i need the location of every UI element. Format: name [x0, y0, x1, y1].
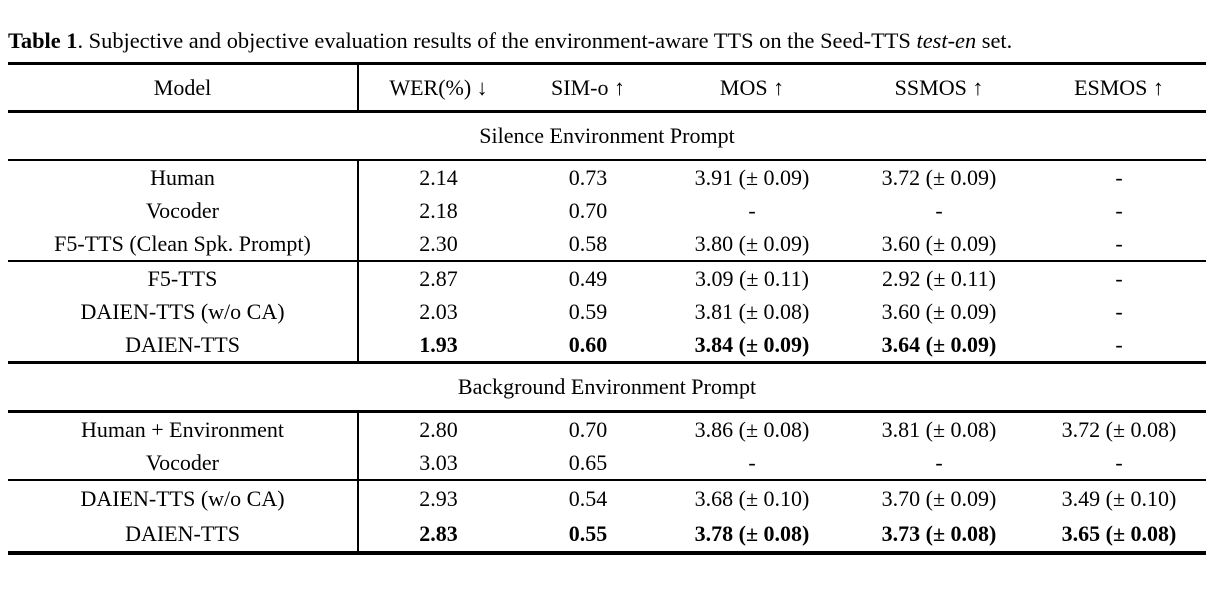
- model-name-cell: DAIEN-TTS (w/o CA): [8, 479, 359, 516]
- table-row-daien-tts-wo-ca: DAIEN-TTS (w/o CA) 2.03 0.59 3.81 (± 0.0…: [8, 295, 1206, 328]
- wer-cell: 2.14: [419, 165, 458, 190]
- table-row-human-environment: Human + Environment 2.80 0.70 3.86 (± 0.…: [8, 411, 1206, 446]
- model-name-cell: DAIEN-TTS: [8, 516, 359, 553]
- table-row-f5tts: F5-TTS 2.87 0.49 3.09 (± 0.11) 2.92 (± 0…: [8, 260, 1206, 295]
- esmos-cell: -: [1032, 260, 1206, 295]
- mos-cell: 3.80 (± 0.09): [694, 231, 810, 256]
- ssmos-cell: 3.81 (± 0.08): [881, 417, 997, 442]
- col-header-wer: WER(%) ↓: [358, 63, 518, 113]
- wer-cell: 2.87: [358, 260, 518, 295]
- mos-cell: -: [748, 450, 756, 475]
- wer-cell: 2.30: [419, 231, 458, 256]
- table-row-daien-tts-wo-ca-bg: DAIEN-TTS (w/o CA) 2.93 0.54 3.68 (± 0.1…: [8, 479, 1206, 516]
- wer-cell: 1.93: [419, 332, 458, 357]
- ssmos-cell: 2.92 (± 0.11): [846, 260, 1032, 295]
- mos-cell: 3.84 (± 0.09): [694, 332, 810, 357]
- model-name-cell: F5-TTS: [8, 260, 359, 295]
- col-header-ssmos: SSMOS ↑: [846, 63, 1032, 113]
- ssmos-cell: 3.70 (± 0.09): [846, 479, 1032, 516]
- wer-cell: 2.83: [419, 521, 458, 546]
- section-title-silence: Silence Environment Prompt: [8, 111, 1206, 161]
- esmos-cell: 3.49 (± 0.10): [1032, 479, 1206, 516]
- table-row-f5tts-clean: F5-TTS (Clean Spk. Prompt) 2.30 0.58 3.8…: [8, 227, 1206, 261]
- ssmos-cell: 3.72 (± 0.09): [881, 165, 997, 190]
- results-table: Model WER(%) ↓ SIM-o ↑ MOS ↑ SSMOS ↑ ESM…: [8, 62, 1206, 555]
- sim-o-cell: 0.65: [568, 450, 608, 475]
- esmos-cell: -: [1115, 231, 1123, 256]
- table-row-daien-tts-bg: DAIEN-TTS 2.83 0.55 3.78 (± 0.08) 3.73 (…: [8, 516, 1206, 553]
- table-row-human: Human 2.14 0.73 3.91 (± 0.09) 3.72 (± 0.…: [8, 160, 1206, 194]
- sim-o-cell: 0.58: [568, 231, 608, 256]
- esmos-cell: -: [1115, 332, 1123, 357]
- mos-cell: 3.78 (± 0.08): [694, 521, 810, 546]
- mos-cell: 3.81 (± 0.08): [694, 299, 810, 324]
- col-header-mos: MOS ↑: [658, 63, 846, 113]
- sim-o-cell: 0.70: [568, 198, 608, 223]
- model-name-cell: F5-TTS (Clean Spk. Prompt): [8, 227, 359, 261]
- model-name-cell: DAIEN-TTS: [8, 328, 359, 363]
- sim-o-cell: 0.55: [568, 521, 608, 546]
- wer-cell: 2.80: [419, 417, 458, 442]
- mos-cell: 3.91 (± 0.09): [694, 165, 810, 190]
- table-caption-tail: set.: [976, 28, 1013, 53]
- esmos-cell: -: [1115, 198, 1123, 223]
- wer-cell: 3.03: [419, 450, 458, 475]
- ssmos-cell: 3.73 (± 0.08): [881, 521, 997, 546]
- esmos-cell: -: [1115, 165, 1123, 190]
- mos-cell: 3.09 (± 0.11): [658, 260, 846, 295]
- ssmos-cell: 3.64 (± 0.09): [881, 332, 997, 357]
- mos-cell: 3.86 (± 0.08): [694, 417, 810, 442]
- header-row: Model WER(%) ↓ SIM-o ↑ MOS ↑ SSMOS ↑ ESM…: [8, 63, 1206, 113]
- sim-o-cell: 0.70: [568, 417, 608, 442]
- mos-cell: -: [748, 198, 756, 223]
- section-title-background: Background Environment Prompt: [8, 361, 1206, 413]
- table-row-vocoder: Vocoder 2.18 0.70 - - -: [8, 194, 1206, 227]
- table-caption-body: . Subjective and objective evaluation re…: [77, 28, 917, 53]
- ssmos-cell: -: [935, 198, 943, 223]
- section-title-text: Background Environment Prompt: [8, 361, 1206, 413]
- wer-cell: 2.93: [358, 479, 518, 516]
- ssmos-cell: -: [935, 450, 943, 475]
- model-name-cell: Vocoder: [8, 194, 359, 227]
- esmos-cell: 3.65 (± 0.08): [1061, 521, 1177, 546]
- col-header-sim-o: SIM-o ↑: [518, 63, 658, 113]
- esmos-cell: -: [1115, 450, 1123, 475]
- table-caption: Table 1. Subjective and objective evalua…: [8, 27, 1206, 54]
- esmos-cell: -: [1115, 299, 1123, 324]
- wer-cell: 2.03: [419, 299, 458, 324]
- model-name-cell: Human: [8, 160, 359, 194]
- mos-cell: 3.68 (± 0.10): [658, 479, 846, 516]
- table-caption-testset: test-en: [916, 28, 977, 53]
- col-header-esmos: ESMOS ↑: [1032, 63, 1206, 113]
- table-header: Model WER(%) ↓ SIM-o ↑ MOS ↑ SSMOS ↑ ESM…: [8, 63, 1206, 113]
- sim-o-cell: 0.73: [568, 165, 608, 190]
- col-header-model: Model: [8, 63, 359, 113]
- model-name-cell: Vocoder: [8, 446, 359, 480]
- sim-o-cell: 0.60: [568, 332, 608, 357]
- section-title-text: Silence Environment Prompt: [8, 111, 1206, 161]
- sim-o-cell: 0.54: [518, 479, 658, 516]
- model-name-cell: DAIEN-TTS (w/o CA): [8, 295, 359, 328]
- esmos-cell: 3.72 (± 0.08): [1061, 417, 1177, 442]
- table-caption-label: Table 1: [8, 28, 78, 53]
- ssmos-cell: 3.60 (± 0.09): [881, 231, 997, 256]
- paper-page: Table 1. Subjective and objective evalua…: [0, 27, 1214, 555]
- wer-cell: 2.18: [419, 198, 458, 223]
- table-row-vocoder-bg: Vocoder 3.03 0.65 - - -: [8, 446, 1206, 480]
- sim-o-cell: 0.59: [568, 299, 608, 324]
- model-name-cell: Human + Environment: [8, 411, 359, 446]
- sim-o-cell: 0.49: [518, 260, 658, 295]
- table-row-daien-tts: DAIEN-TTS 1.93 0.60 3.84 (± 0.09) 3.64 (…: [8, 328, 1206, 363]
- ssmos-cell: 3.60 (± 0.09): [881, 299, 997, 324]
